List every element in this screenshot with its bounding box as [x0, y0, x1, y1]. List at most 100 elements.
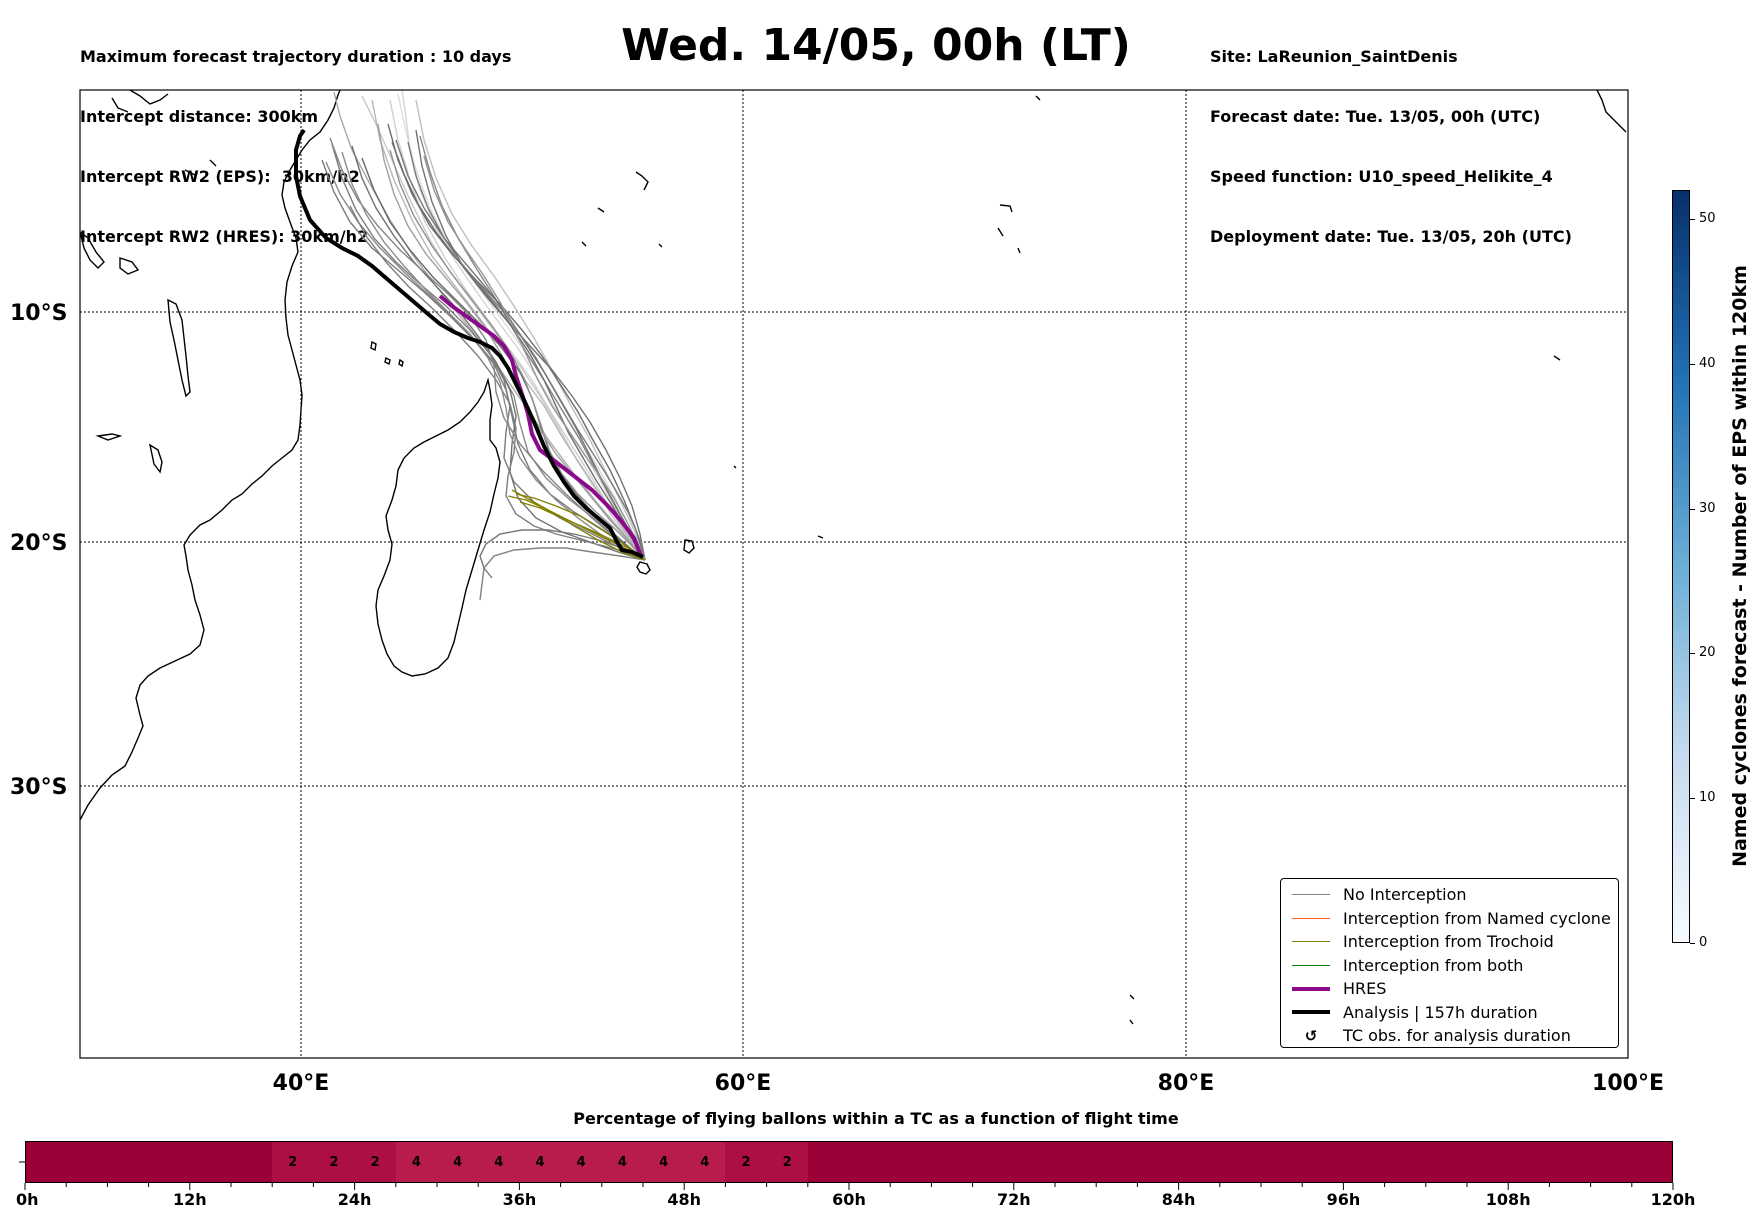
coastline-lake-tanganyika: [95, 433, 163, 474]
map-legend: No Interception Interception from Named …: [1280, 878, 1619, 1048]
legend-label: Interception from both: [1343, 955, 1524, 975]
legend-line-swatch: [1292, 917, 1330, 919]
lat-label-10s: 10°S: [10, 301, 67, 326]
eps-trajectory: [407, 141, 646, 561]
strip-cell: 4: [684, 1142, 726, 1182]
strip-cell: 4: [395, 1142, 437, 1182]
colorbar-tick-label: 10: [1699, 790, 1716, 806]
strip-cell: 4: [643, 1142, 685, 1182]
eps-trajectory: [389, 149, 646, 561]
eps-trajectory: [391, 141, 646, 561]
strip-cell: 4: [519, 1142, 561, 1182]
colorbar-tick: [1690, 363, 1695, 365]
legend-line-swatch: [1292, 1010, 1330, 1015]
strip-cell: 2: [272, 1142, 314, 1182]
strip-cell: 2: [354, 1142, 396, 1182]
legend-item-analysis: Analysis | 157h duration: [1281, 1001, 1618, 1025]
eps-trajectory: [479, 529, 646, 579]
strip-cell: 4: [560, 1142, 602, 1182]
colorbar-tick-label: 20: [1699, 645, 1716, 661]
lon-label-60e: 60°E: [715, 1071, 772, 1096]
colorbar-tick: [1690, 218, 1695, 220]
eps-trajectory: [371, 99, 646, 561]
header-right-line-1: Site: LaReunion_SaintDenis: [1210, 47, 1458, 66]
legend-label: HRES: [1343, 979, 1387, 999]
legend-label: TC obs. for analysis duration: [1343, 1026, 1571, 1046]
header-right-line-2: Forecast date: Tue. 13/05, 00h (UTC): [1210, 107, 1541, 126]
coastline-comoros: [370, 340, 404, 368]
legend-item-both: Interception from both: [1281, 954, 1618, 978]
coastline-madagascar: [375, 377, 501, 677]
strip-cell: 2: [766, 1142, 808, 1182]
strip-x-label: 36h: [502, 1190, 537, 1209]
strip-x-label: 120h: [1650, 1190, 1696, 1209]
strip-x-label: 96h: [1326, 1190, 1361, 1209]
coastline-lake-malawi: [167, 298, 191, 398]
colorbar-tick: [1690, 943, 1695, 944]
eps-trajectory: [349, 205, 646, 561]
strip-x-label: 0h: [15, 1190, 39, 1209]
eps-trajectory: [389, 99, 646, 561]
legend-item-tc-obs: ↺ TC obs. for analysis duration: [1281, 1024, 1618, 1048]
strip-x-label: 48h: [667, 1190, 702, 1209]
trochoid-trajectory: [515, 493, 646, 561]
colorbar-title: Named cyclones forecast - Number of EPS …: [1729, 265, 1751, 867]
header-left-line-4: Intercept RW2 (HRES): 30km/h2: [80, 227, 369, 246]
legend-line-swatch: [1292, 964, 1330, 966]
colorbar-tick: [1690, 653, 1695, 655]
legend-line-swatch: [1292, 894, 1330, 896]
colorbar-tick-label: 0: [1699, 935, 1708, 950]
colorbar-tick-label: 40: [1699, 355, 1716, 371]
colorbar: [1672, 190, 1690, 943]
strip-cell: 4: [601, 1142, 643, 1182]
header-right-line-3: Speed function: U10_speed_Helikite_4: [1210, 167, 1553, 186]
trochoid-trajectory: [519, 501, 646, 561]
header-left-info: Maximum forecast trajectory duration : 1…: [80, 7, 511, 267]
hres-trajectory: [438, 294, 643, 557]
legend-label: No Interception: [1343, 885, 1467, 905]
eps-trajectory: [333, 91, 646, 561]
eps-trajectory: [329, 137, 646, 561]
eps-trajectory: [331, 143, 646, 561]
legend-label: Interception from Trochoid: [1343, 932, 1554, 952]
coastline-east-islands: [733, 90, 1627, 1025]
legend-item-no-interception: No Interception: [1281, 883, 1618, 907]
analysis-trajectory: [294, 128, 644, 559]
coastline-mauritius: [683, 539, 695, 554]
strip-x-label: 108h: [1485, 1190, 1531, 1209]
eps-trajectory: [415, 129, 646, 561]
lon-label-40e: 40°E: [273, 1071, 330, 1096]
lat-label-30s: 30°S: [10, 775, 67, 800]
legend-label: Analysis | 157h duration: [1343, 1002, 1538, 1022]
strip-x-label: 12h: [172, 1190, 207, 1209]
eps-trajectory: [397, 93, 646, 561]
header-left-line-2: Intercept distance: 300km: [80, 107, 319, 126]
map-frame: [79, 89, 1629, 1059]
lat-label-20s: 20°S: [10, 531, 67, 556]
strip-cell: 4: [437, 1142, 479, 1182]
colorbar-tick-label: 50: [1699, 210, 1716, 226]
coastline-seychelles: [581, 171, 663, 248]
coastline-chagos: [997, 204, 1021, 254]
map-gridlines: [80, 90, 1628, 1058]
legend-line-swatch: [1292, 986, 1330, 991]
lon-label-80e: 80°E: [1158, 1071, 1215, 1096]
legend-item-trochoid: Interception from Trochoid: [1281, 930, 1618, 954]
legend-label: Interception from Named cyclone: [1343, 908, 1611, 928]
coastline-north-islands: [111, 90, 217, 176]
header-right-info: Site: LaReunion_SaintDenis Forecast date…: [1210, 7, 1572, 267]
legend-item-hres: HRES: [1281, 977, 1618, 1001]
strip-title: Percentage of flying ballons within a TC…: [573, 1109, 1179, 1128]
eps-trajectory: [395, 139, 646, 561]
colorbar-tick: [1690, 508, 1695, 510]
colorbar-tick-label: 30: [1699, 500, 1716, 516]
legend-line-swatch: [1292, 941, 1330, 943]
coastline-reunion: [636, 561, 651, 575]
strip-x-label: 72h: [996, 1190, 1031, 1209]
strip-x-label: 84h: [1161, 1190, 1196, 1209]
colorbar-tick: [1690, 798, 1695, 800]
eps-trajectory: [341, 151, 646, 561]
coastline-africa: [80, 90, 341, 821]
